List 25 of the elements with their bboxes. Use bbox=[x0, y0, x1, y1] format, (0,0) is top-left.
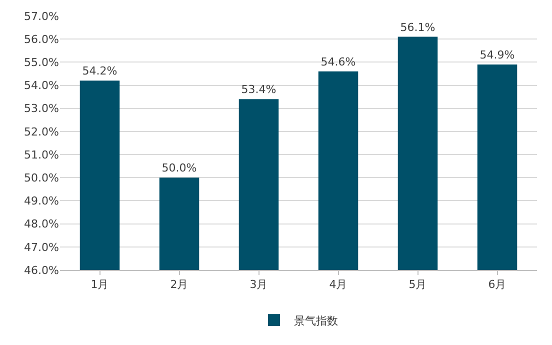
x-tick-label: 5月 bbox=[408, 278, 427, 292]
y-tick-label: 48.0% bbox=[24, 218, 59, 231]
y-tick-label: 51.0% bbox=[24, 148, 59, 162]
y-tick-label: 54.0% bbox=[24, 79, 59, 92]
x-tick-label: 3月 bbox=[250, 278, 268, 292]
data-label: 50.0% bbox=[162, 162, 197, 175]
x-tick-label: 4月 bbox=[329, 278, 348, 292]
y-tick-label: 57.0% bbox=[24, 10, 59, 23]
x-tick-label: 6月 bbox=[488, 278, 506, 292]
data-label: 54.9% bbox=[480, 48, 515, 62]
data-label: 53.4% bbox=[241, 83, 276, 96]
y-tick-label: 56.0% bbox=[24, 32, 59, 46]
data-label: 54.6% bbox=[320, 55, 356, 68]
y-tick-label: 47.0% bbox=[24, 240, 59, 254]
y-tick-label: 46.0% bbox=[24, 264, 59, 277]
data-label: 54.2% bbox=[82, 64, 118, 78]
y-tick-label: 53.0% bbox=[24, 102, 59, 116]
y-tick-label: 50.0% bbox=[24, 171, 59, 184]
y-tick-label: 52.0% bbox=[24, 125, 59, 138]
legend-label: 景气指数 bbox=[294, 314, 338, 328]
data-label: 56.1% bbox=[400, 20, 436, 34]
y-tick-label: 49.0% bbox=[24, 194, 59, 208]
y-tick-label: 55.0% bbox=[24, 56, 59, 70]
x-tick-label: 1月 bbox=[90, 278, 109, 292]
x-tick-label: 2月 bbox=[170, 278, 188, 292]
